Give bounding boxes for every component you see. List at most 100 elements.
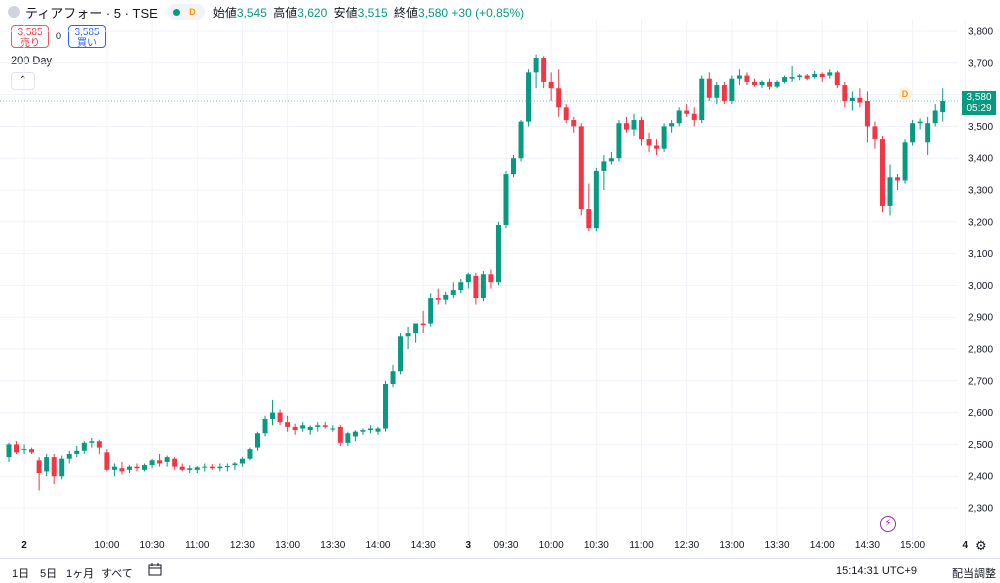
- candle: [262, 415, 268, 437]
- candle: [21, 444, 27, 454]
- candle: [172, 457, 178, 470]
- price-tick-label: 2,300: [968, 504, 993, 515]
- candle: [194, 466, 200, 474]
- candle: [398, 333, 404, 375]
- candle: [420, 310, 426, 334]
- candle: [119, 461, 125, 475]
- dividend-adjust-toggle[interactable]: 配当調整: [952, 568, 996, 580]
- market-open-icon: [172, 8, 180, 16]
- candle: [142, 463, 148, 472]
- range-button-all[interactable]: すべて: [101, 568, 133, 580]
- spread-value: 0: [56, 31, 62, 41]
- candle: [254, 431, 260, 451]
- candles: [6, 54, 946, 491]
- last-price: 3,580: [966, 92, 992, 103]
- dividend-marker[interactable]: D: [898, 87, 912, 101]
- calendar-icon[interactable]: [148, 563, 162, 576]
- range-button-1m[interactable]: 1ヶ月: [66, 568, 95, 580]
- candle: [6, 442, 12, 462]
- candle: [721, 81, 727, 105]
- candle: [443, 291, 449, 305]
- candle: [586, 183, 592, 232]
- candle: [676, 107, 682, 127]
- time-tick-label: 13:00: [275, 540, 300, 551]
- candle: [413, 323, 419, 343]
- time-tick-label: 12:30: [230, 540, 255, 551]
- time-tick-label: 13:30: [765, 540, 790, 551]
- open-value: 3,545: [236, 5, 267, 20]
- candle: [917, 118, 923, 130]
- candle: [827, 69, 833, 79]
- candle: [623, 116, 629, 133]
- candle: [925, 116, 931, 156]
- change-value: +30 (+0.85%): [451, 5, 525, 20]
- candle: [729, 75, 735, 105]
- indicator-label[interactable]: 200 Day: [11, 55, 52, 67]
- price-chart[interactable]: 2,300 2,400 2,500 2,600 2,700 2,800 2,900 3,000…: [0, 0, 1000, 558]
- buy-price: 3,585: [74, 27, 100, 38]
- time-axis: 2 10:00 10:30 11:00 12:30 13:00 13:30 14:00 14:3…: [21, 540, 968, 551]
- candle: [669, 120, 675, 133]
- candle: [217, 463, 223, 472]
- candle: [864, 91, 870, 143]
- time-tick-label: 10:30: [584, 540, 609, 551]
- candle: [526, 69, 532, 127]
- candle: [608, 151, 614, 165]
- candle: [360, 428, 366, 435]
- candle: [74, 445, 80, 458]
- candle: [495, 221, 501, 286]
- clock[interactable]: 15:14:31 UTC+9: [836, 565, 918, 577]
- gear-icon[interactable]: ⚙: [975, 538, 987, 553]
- price-tick-label: 2,900: [968, 313, 993, 324]
- candle: [66, 450, 72, 464]
- bar-countdown: 05:29: [966, 103, 992, 114]
- price-tick-label: 2,700: [968, 376, 993, 387]
- high-value: 3,620: [297, 5, 328, 20]
- candle: [631, 113, 637, 136]
- candle: [849, 91, 855, 111]
- candle: [352, 430, 358, 442]
- time-tick-label: 11:00: [629, 540, 654, 551]
- candle: [879, 135, 885, 213]
- collapse-indicators-button[interactable]: ⌃: [11, 72, 35, 90]
- candle: [548, 72, 554, 101]
- time-tick-label: 11:00: [185, 540, 210, 551]
- time-tick-label: 14:30: [855, 540, 880, 551]
- candle: [383, 380, 388, 432]
- session-status[interactable]: D: [166, 4, 205, 20]
- candle: [646, 132, 652, 152]
- candle: [759, 80, 765, 89]
- time-tick-label: 10:00: [539, 540, 564, 551]
- close-label: 終値: [394, 5, 419, 20]
- symbol-title[interactable]: ティアフォー · 5 · TSE: [25, 5, 158, 21]
- candle: [51, 453, 57, 485]
- low-label: 安値: [333, 5, 358, 20]
- low-value: 3,515: [357, 5, 388, 20]
- candle: [593, 167, 599, 232]
- price-tick-label: 2,500: [968, 440, 993, 451]
- price-tick-label: 2,800: [968, 345, 993, 356]
- range-button-5d[interactable]: 5日: [40, 568, 58, 580]
- candle: [239, 457, 245, 467]
- candle: [804, 73, 810, 81]
- bolt-icon[interactable]: ⚡: [880, 516, 896, 532]
- time-tick-label: 13:30: [320, 540, 345, 551]
- candle: [699, 75, 705, 124]
- price-tick-label: 3,100: [968, 249, 993, 260]
- bottom-toolbar: 1日 5日 1ヶ月 すべて 15:14:31 UTC+9 配当調整: [0, 558, 1000, 583]
- candle: [390, 364, 396, 388]
- candle: [300, 422, 306, 432]
- range-button-1d[interactable]: 1日: [12, 568, 30, 580]
- candle: [578, 123, 584, 216]
- close-value: 3,580: [418, 5, 449, 20]
- time-tick-label: 4: [963, 540, 969, 551]
- candle: [435, 288, 441, 305]
- candle: [111, 463, 117, 477]
- price-tick-label: 2,600: [968, 408, 993, 419]
- candle: [187, 465, 193, 474]
- price-axis: 2,300 2,400 2,500 2,600 2,700 2,800 2,900 3,000…: [968, 27, 993, 515]
- candle: [488, 269, 494, 289]
- time-tick-label: 2: [21, 540, 27, 551]
- candle: [450, 282, 456, 299]
- candle: [533, 54, 539, 89]
